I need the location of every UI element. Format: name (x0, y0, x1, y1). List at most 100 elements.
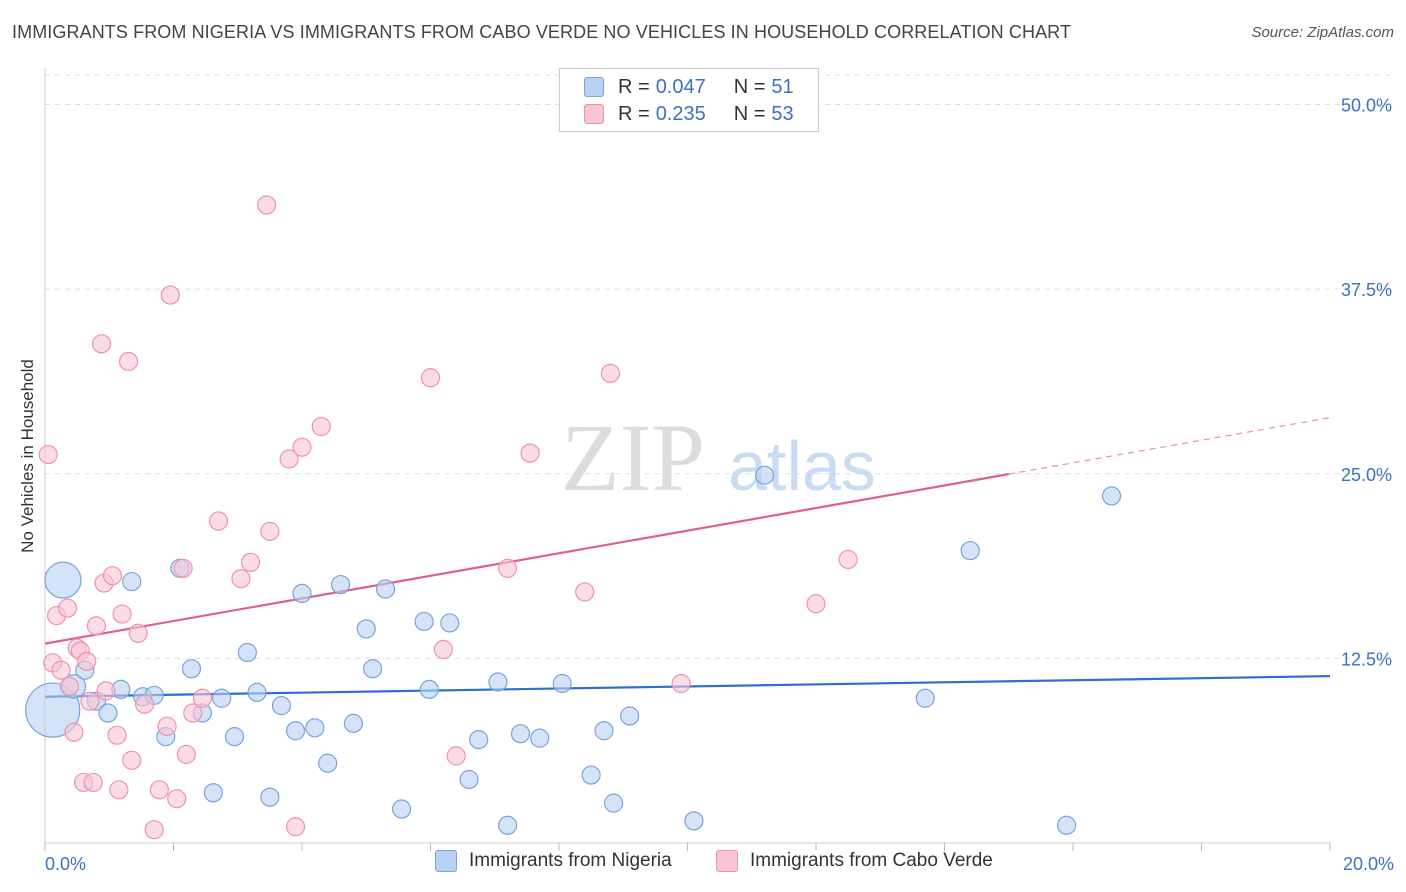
nigeria-point (271, 696, 292, 716)
cabo-verde-point (80, 691, 100, 711)
nigeria-point (122, 571, 142, 592)
nigeria-point (414, 611, 434, 632)
nigeria-point (469, 730, 489, 750)
cabo-verde-point (183, 703, 203, 723)
cabo-verde-point (838, 549, 858, 570)
nigeria-point (224, 727, 245, 747)
series-legend: Immigrants from Nigeria Immigrants from … (0, 850, 1406, 878)
nigeria-point (1101, 486, 1122, 506)
cabo-verde-point (59, 676, 80, 697)
cabo-verde-point (107, 725, 127, 745)
nigeria-point (237, 642, 257, 663)
watermark-atlas: atlas (728, 427, 876, 505)
r-value-nigeria: 0.047 (655, 75, 706, 98)
cabo-verde-point (157, 716, 177, 736)
cabo-verde-point (112, 604, 132, 624)
cabo-verde-point (38, 444, 58, 465)
nigeria-point (684, 811, 704, 831)
nigeria-point (581, 765, 601, 785)
nigeria-point (44, 561, 82, 599)
legend-item-nigeria[interactable]: Immigrants from Nigeria (435, 850, 672, 872)
nigeria-point (212, 688, 232, 708)
nigeria-point (530, 728, 550, 748)
nigeria-point (260, 787, 280, 807)
cabo-verde-point (260, 521, 280, 541)
cabo-verde-point (498, 558, 518, 578)
nigeria-point (960, 540, 980, 561)
n-value-cabo-verde: 53 (771, 102, 794, 125)
correlation-legend: R = 0.047 N = 51 R = 0.235 N = 53 (559, 68, 819, 132)
r-label: R = (618, 75, 650, 98)
r-value-cabo-verde: 0.235 (655, 102, 706, 125)
cabo-verde-point (122, 750, 142, 770)
cabo-verde-point (520, 443, 540, 463)
cabo-verde-point (575, 582, 595, 602)
nigeria-point (356, 619, 376, 639)
nigeria-point (594, 721, 614, 741)
cabo-verde-point (241, 552, 261, 572)
legend-item-cabo-verde[interactable]: Immigrants from Cabo Verde (716, 850, 993, 872)
cabo-verde-point (231, 569, 251, 589)
nigeria-point (292, 583, 312, 604)
y-tick-label: 37.5% (1341, 280, 1392, 300)
cabo-verde-point (279, 449, 299, 469)
cabo-verde-point (86, 616, 107, 636)
cabo-verde-point (806, 594, 826, 614)
nigeria-point (305, 718, 325, 738)
y-tick-label: 50.0% (1341, 96, 1392, 116)
nigeria-point (488, 672, 508, 692)
nigeria-point (604, 793, 624, 813)
r-label: R = (618, 102, 650, 125)
cabo-verde-point (128, 623, 148, 643)
n-label: N = (733, 75, 766, 98)
cabo-verde-point (160, 285, 180, 305)
nigeria-point (375, 579, 396, 599)
cabo-verde-point (167, 789, 187, 809)
nigeria-point (459, 769, 479, 790)
nigeria-point (363, 659, 383, 679)
nigeria-point (915, 688, 935, 708)
cabo-verde-point (83, 772, 103, 793)
watermark-zip: ZIP (561, 404, 705, 511)
cabo-verde-point (64, 722, 84, 742)
nigeria-point (25, 682, 81, 738)
cabo-verde-point (311, 416, 331, 437)
nigeria-point (510, 724, 531, 744)
nigeria-point (552, 673, 572, 694)
x-tick-label-min: 0.0% (45, 854, 86, 874)
cabo-verde-point (420, 368, 441, 388)
nigeria-point (754, 465, 775, 485)
cabo-verde-point (134, 694, 155, 714)
nigeria-swatch (584, 77, 604, 97)
nigeria-swatch (435, 850, 457, 872)
cabo-verde-point (257, 195, 277, 215)
cabo-verde-point (600, 363, 621, 383)
tick-labels: 12.5% 25.0% 37.5% 50.0% 0.0% 20.0% (45, 96, 1394, 874)
n-label: N = (733, 102, 766, 125)
cabo-verde-point (292, 437, 312, 457)
cabo-verde-trend-line-dashed (1008, 417, 1331, 475)
cabo-verde-point (102, 566, 123, 586)
y-tick-label: 12.5% (1341, 649, 1392, 669)
cabo-verde-swatch (584, 104, 604, 124)
cabo-verde-point (118, 351, 139, 372)
cabo-verde-point (446, 746, 466, 766)
cabo-verde-point (192, 688, 213, 708)
cabo-verde-point (57, 598, 78, 618)
nigeria-point (498, 815, 518, 835)
legend-label-cabo-verde: Immigrants from Cabo Verde (750, 850, 993, 871)
nigeria-point (343, 713, 363, 733)
nigeria-point (419, 679, 439, 700)
y-tick-label: 25.0% (1341, 465, 1392, 485)
cabo-verde-point (77, 651, 97, 671)
data-points (25, 195, 1122, 840)
cabo-verde-point (51, 660, 71, 680)
n-value-nigeria: 51 (771, 75, 794, 98)
cabo-verde-swatch (716, 850, 738, 872)
nigeria-point (98, 703, 118, 723)
cabo-verde-point (176, 744, 196, 764)
cabo-verde-point (285, 817, 306, 837)
nigeria-point (391, 799, 412, 819)
cabo-verde-trend-line (44, 473, 1009, 645)
cabo-verde-point (173, 558, 193, 578)
